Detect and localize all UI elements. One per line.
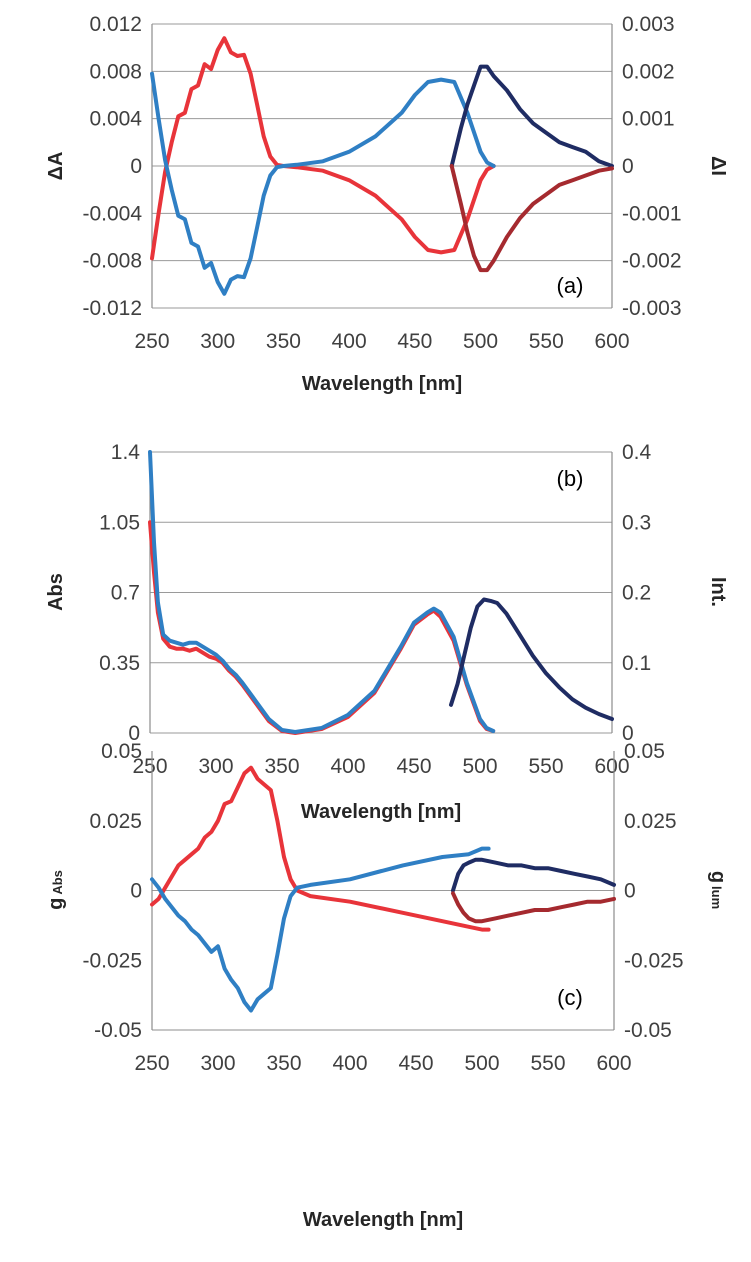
y2-tick-label: -0.05	[624, 1019, 672, 1042]
y-tick-label: 0.004	[89, 108, 142, 131]
y-tick-label: -0.008	[82, 250, 142, 273]
x-tick-label: 450	[396, 755, 431, 778]
series-line-dark-navy	[451, 857, 616, 893]
y2-tick-label: 0.002	[622, 60, 675, 83]
x-axis-title: Wavelength [nm]	[302, 373, 462, 395]
y-axis-title: g Abs	[45, 870, 67, 910]
y-tick-label: 0.008	[89, 60, 142, 83]
x-tick-label: 250	[132, 755, 167, 778]
y2-axis-title: ΔI	[707, 156, 729, 176]
y2-tick-label: -0.003	[622, 297, 682, 320]
x-tick-label: 500	[463, 330, 498, 353]
y2-tick-label: 0.025	[624, 810, 677, 833]
series-line-dark-navy	[449, 64, 614, 168]
x-tick-label: 250	[134, 330, 169, 353]
x-tick-label: 350	[266, 1052, 301, 1075]
y-tick-label: 0	[130, 880, 142, 903]
y2-tick-label: 0	[622, 155, 634, 178]
series-line-blue	[150, 71, 496, 296]
y-tick-label: 0.35	[99, 652, 140, 675]
chart-panel-1: -0.012 -0.008 -0.004 0 0.004 0.008 0.012 -0.003…	[45, 13, 729, 395]
y2-tick-label: 0.003	[622, 13, 675, 36]
y-tick-label: 0	[130, 155, 142, 178]
y2-axis-title: g lum	[707, 871, 729, 909]
x-tick-label: 550	[530, 1052, 565, 1075]
series-line-blue	[150, 846, 491, 1013]
series-line-red	[148, 520, 496, 735]
y-axis-title-text: ΔA	[45, 152, 67, 181]
y2-tick-label: -0.025	[624, 949, 684, 972]
y-axis-title-text: g	[45, 898, 67, 910]
y-tick-label: -0.012	[82, 297, 142, 320]
x-tick-label: 350	[264, 755, 299, 778]
y2-tick-label: -0.002	[622, 250, 682, 273]
y-axis-title-subscript: Abs	[50, 870, 65, 895]
x-tick-label: 400	[330, 755, 365, 778]
y2-tick-label: -0.001	[622, 202, 682, 225]
x-tick-label: 450	[398, 1052, 433, 1075]
x-tick-label: 600	[594, 330, 629, 353]
x-tick-label: 350	[266, 330, 301, 353]
panel-label: (a)	[557, 273, 584, 298]
y2-tick-label: 0.4	[622, 441, 652, 464]
series-line-red	[150, 765, 491, 932]
x-tick-label: 400	[332, 330, 367, 353]
x-tick-label: 600	[596, 1052, 631, 1075]
x-tick-label: 300	[198, 755, 233, 778]
y-tick-label: 0.05	[101, 740, 142, 763]
panel-label: (c)	[557, 985, 583, 1010]
y2-axis-title-text: Int.	[707, 577, 729, 607]
chart-panel-2: 0 0.35 0.7 1.05 1.4 0 0.1 0.2 0.3 0.4 250 300 350 400…	[45, 441, 729, 823]
y-tick-label: 0.025	[89, 810, 142, 833]
y2-tick-label: 0.05	[624, 740, 665, 763]
series-line-red	[150, 36, 496, 261]
y-tick-label: 1.4	[111, 441, 141, 464]
y2-axis-title: Int.	[707, 577, 729, 607]
series-line-blue	[148, 450, 496, 734]
x-tick-label: 550	[529, 330, 564, 353]
x-tick-label: 400	[332, 1052, 367, 1075]
y-axis-title: ΔA	[45, 152, 67, 181]
y2-tick-label: 0.2	[622, 582, 651, 605]
y2-tick-label: 0.001	[622, 108, 675, 131]
y-tick-label: 0	[128, 722, 140, 745]
chart-panel-3: -0.05 -0.025 0 0.025 0.05 -0.05 -0.025 0 0.025 0.…	[45, 740, 729, 1231]
x-axis-title: Wavelength [nm]	[303, 1209, 463, 1231]
series-line-dark-red	[451, 891, 616, 924]
y-tick-label: 1.05	[99, 511, 140, 534]
y2-tick-label: 0.3	[622, 511, 651, 534]
series-line-dark-navy	[449, 597, 614, 721]
y-axis-title: Abs	[45, 573, 67, 611]
x-tick-label: 300	[200, 330, 235, 353]
y-tick-label: 0.7	[111, 582, 140, 605]
x-tick-label: 300	[200, 1052, 235, 1075]
y-tick-label: -0.05	[94, 1019, 142, 1042]
x-tick-label: 550	[528, 755, 563, 778]
y-tick-label: -0.025	[82, 949, 142, 972]
y-axis-title-text: Abs	[45, 573, 67, 611]
y2-tick-label: 0	[622, 722, 634, 745]
y2-tick-label: 0	[624, 880, 636, 903]
x-tick-label: 250	[134, 1052, 169, 1075]
x-axis-title: Wavelength [nm]	[301, 801, 461, 823]
panel-label: (b)	[557, 466, 584, 491]
y2-tick-label: 0.1	[622, 652, 651, 675]
x-tick-label: 600	[594, 755, 629, 778]
y-tick-label: 0.012	[89, 13, 142, 36]
y2-axis-title-text: ΔI	[707, 156, 729, 176]
x-tick-label: 500	[464, 1052, 499, 1075]
x-tick-label: 450	[397, 330, 432, 353]
y2-axis-title-text: g	[707, 871, 729, 883]
series-line-dark-red	[449, 164, 614, 273]
y-tick-label: -0.004	[82, 202, 142, 225]
x-tick-label: 500	[462, 755, 497, 778]
y2-axis-title-subscript: lum	[709, 886, 724, 909]
